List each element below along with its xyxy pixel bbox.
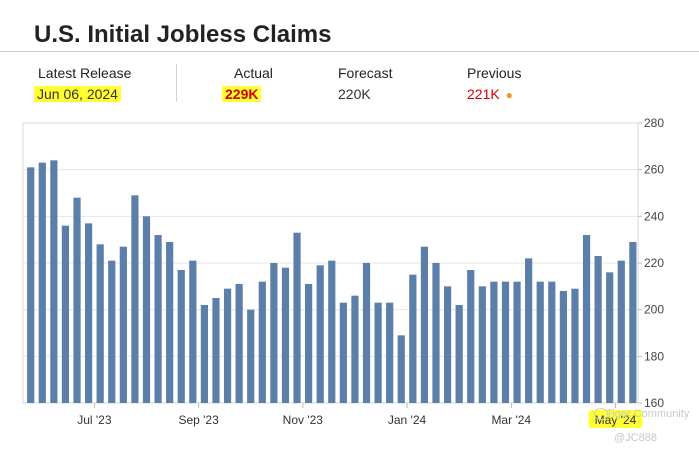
- y-tick-label: 220: [644, 256, 664, 270]
- bar: [548, 281, 556, 403]
- bar: [27, 167, 35, 403]
- bar: [316, 265, 324, 403]
- bar: [490, 281, 498, 403]
- page-title: U.S. Initial Jobless Claims: [34, 21, 332, 48]
- bar: [247, 309, 255, 403]
- y-tick-label: 200: [644, 303, 664, 317]
- bar: [443, 286, 452, 403]
- bar: [177, 270, 185, 403]
- bar: [73, 197, 81, 403]
- bar: [513, 281, 521, 403]
- latest-release-label: Latest Release: [38, 65, 132, 81]
- bar: [96, 244, 104, 403]
- x-tick-label: Sep '23: [178, 413, 219, 427]
- watermark-handle: @JC888: [614, 432, 657, 444]
- bar: [351, 295, 359, 403]
- actual-label: Actual: [234, 65, 273, 81]
- bar: [420, 246, 429, 403]
- bar: [559, 291, 567, 403]
- bar: [594, 256, 602, 403]
- bar: [258, 281, 266, 403]
- bar: [131, 195, 139, 403]
- y-tick-label: 240: [644, 209, 664, 223]
- title-divider: [0, 51, 699, 52]
- y-tick-label: 260: [644, 163, 664, 177]
- bar: [200, 305, 208, 403]
- x-tick-label: Nov '23: [283, 413, 324, 427]
- bar: [142, 216, 151, 403]
- latest-release-value: Jun 06, 2024: [34, 86, 121, 102]
- bar: [328, 260, 336, 403]
- actual-value: 229K: [222, 86, 262, 102]
- x-tick-label: Mar '24: [491, 413, 531, 427]
- forecast-label: Forecast: [338, 65, 393, 81]
- bar: [386, 302, 394, 403]
- previous-value-text: 221K: [467, 86, 500, 102]
- bar: [235, 284, 243, 403]
- bar: [212, 298, 220, 403]
- bar: [467, 270, 475, 403]
- bar: [629, 242, 637, 403]
- bar: [374, 302, 382, 403]
- bar: [85, 223, 93, 403]
- bar: [189, 260, 197, 403]
- bar: [223, 288, 232, 403]
- bar: [119, 246, 127, 403]
- bar: [536, 281, 544, 403]
- bar: [154, 235, 162, 403]
- bar: [432, 263, 440, 403]
- bar: [397, 335, 405, 403]
- bar: [455, 305, 463, 403]
- previous-dot-icon: ●: [505, 88, 513, 102]
- bar: [501, 281, 510, 403]
- tiger-logo-icon: [594, 408, 608, 420]
- bar: [270, 263, 278, 403]
- watermark-text: Tiger Community: [606, 408, 690, 420]
- forecast-value: 220K: [338, 86, 371, 102]
- x-axis-ticks: Jul '23 Sep '23 Nov '23 Jan '24 Mar '24 May '…: [77, 403, 643, 428]
- bar: [281, 267, 290, 403]
- bar: [571, 288, 579, 403]
- y-tick-label: 160: [644, 396, 664, 410]
- bar: [606, 272, 614, 403]
- x-tick-label: Jul '23: [77, 413, 112, 427]
- bar: [339, 302, 347, 403]
- bar: [166, 242, 174, 403]
- bar: [293, 232, 301, 403]
- bar: [362, 263, 371, 403]
- previous-label: Previous: [467, 65, 522, 81]
- bar: [582, 235, 591, 403]
- bar: [617, 260, 625, 403]
- stats-divider: [176, 64, 177, 102]
- bar: [305, 284, 313, 403]
- bar: [525, 258, 533, 403]
- bar: [61, 225, 70, 403]
- bar: [108, 260, 116, 403]
- bar: [409, 274, 417, 403]
- bar: [38, 162, 46, 403]
- bar: [478, 286, 486, 403]
- bar: [50, 160, 58, 403]
- y-tick-label: 180: [644, 349, 664, 363]
- bar-series: [27, 160, 637, 403]
- y-axis-ticks: 160 180 200 220 240 260 280: [638, 116, 664, 410]
- y-tick-label: 280: [644, 116, 664, 130]
- previous-value: 221K ●: [464, 86, 516, 102]
- x-tick-label: Jan '24: [388, 413, 427, 427]
